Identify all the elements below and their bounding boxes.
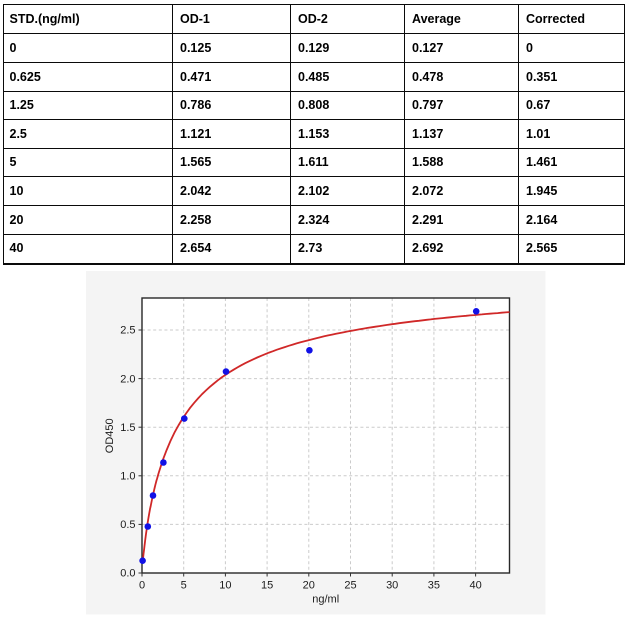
svg-text:1.0: 1.0 bbox=[120, 471, 135, 483]
svg-text:15: 15 bbox=[261, 580, 273, 592]
svg-text:ng/ml: ng/ml bbox=[312, 594, 339, 606]
svg-text:1.5: 1.5 bbox=[120, 422, 135, 434]
svg-text:20: 20 bbox=[303, 580, 315, 592]
svg-text:40: 40 bbox=[469, 580, 481, 592]
svg-text:30: 30 bbox=[386, 580, 398, 592]
svg-text:25: 25 bbox=[344, 580, 356, 592]
svg-text:10: 10 bbox=[219, 580, 231, 592]
svg-text:2.5: 2.5 bbox=[120, 325, 135, 337]
svg-text:35: 35 bbox=[428, 580, 440, 592]
svg-text:OD450: OD450 bbox=[104, 418, 116, 453]
svg-text:5: 5 bbox=[181, 580, 187, 592]
svg-text:2.0: 2.0 bbox=[120, 373, 135, 385]
svg-text:0.0: 0.0 bbox=[120, 568, 135, 580]
svg-text:0: 0 bbox=[139, 580, 145, 592]
svg-text:0.5: 0.5 bbox=[120, 519, 135, 531]
